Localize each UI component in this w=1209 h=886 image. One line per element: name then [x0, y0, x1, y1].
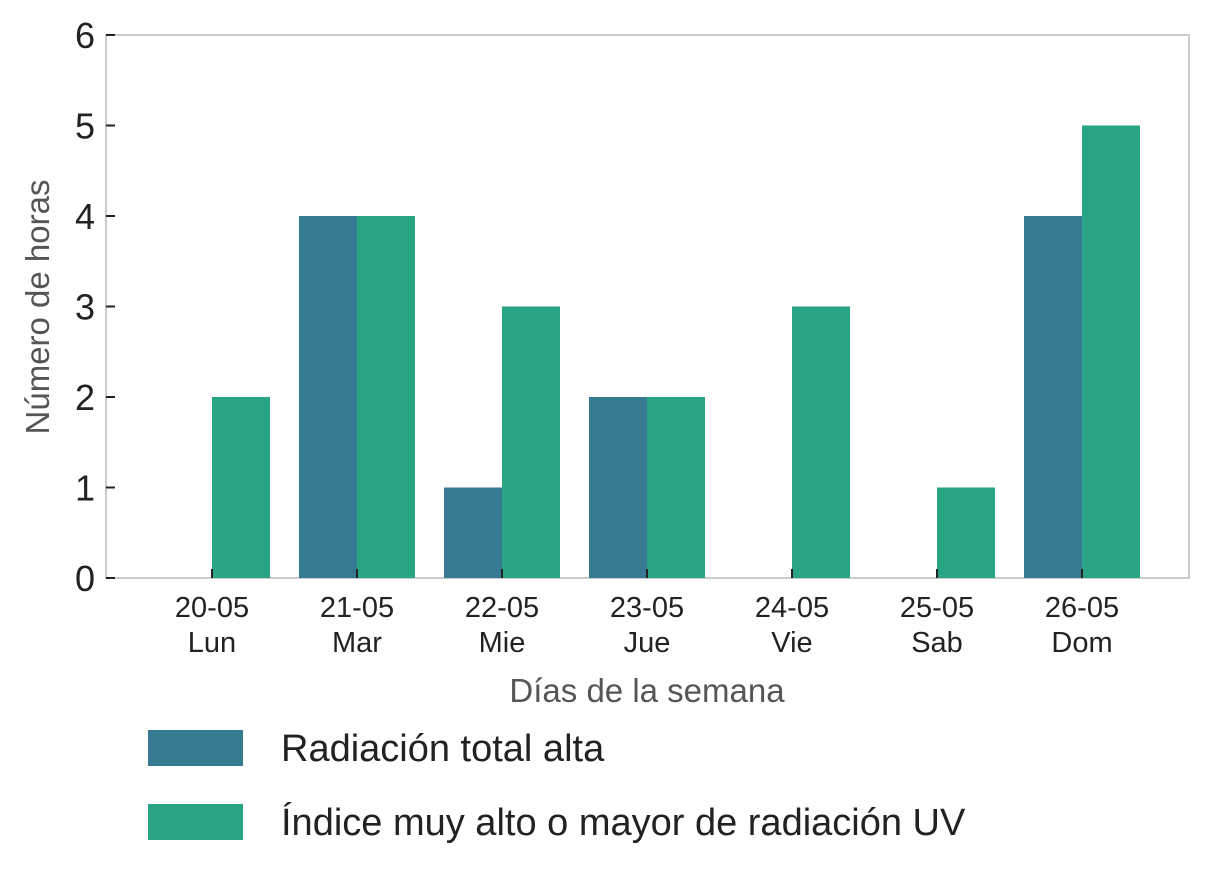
x-tick-label-date: 25-05 — [900, 592, 974, 624]
bar-indice-uv-22-05 — [502, 306, 560, 578]
x-tick-label-day: Sab — [911, 627, 963, 659]
bar-radiacion-total-22-05 — [444, 487, 502, 578]
x-tick-label-day: Jue — [624, 627, 671, 659]
bar-radiacion-total-21-05 — [299, 216, 357, 578]
x-tick-label-date: 20-05 — [175, 592, 249, 624]
y-tick-label: 2 — [75, 377, 95, 418]
legend-swatch — [148, 804, 243, 840]
x-tick-label-day: Vie — [771, 627, 812, 659]
legend: Radiación total alta Índice muy alto o ma… — [148, 728, 966, 844]
legend-label: Índice muy alto o mayor de radiación UV — [281, 801, 966, 844]
bar-indice-uv-21-05 — [357, 216, 415, 578]
legend-swatch — [148, 730, 243, 766]
bar-indice-uv-20-05 — [212, 397, 270, 578]
y-tick-label: 5 — [75, 106, 95, 147]
x-tick-label-date: 22-05 — [465, 592, 539, 624]
bar-indice-uv-25-05 — [937, 487, 995, 578]
y-axis-title: Número de horas — [19, 180, 56, 435]
x-axis-title: Días de la semana — [509, 672, 785, 709]
x-tick-label-date: 21-05 — [320, 592, 394, 624]
bar-indice-uv-24-05 — [792, 306, 850, 578]
x-tick-label-day: Dom — [1051, 627, 1112, 659]
x-tick-label-day: Mar — [332, 627, 382, 659]
bar-radiacion-total-23-05 — [589, 397, 647, 578]
y-tick-label: 4 — [75, 196, 95, 237]
bar-indice-uv-26-05 — [1082, 125, 1140, 578]
x-tick-label-date: 26-05 — [1045, 592, 1119, 624]
x-tick-label-date: 24-05 — [755, 592, 829, 624]
x-tick-label-day: Mie — [479, 627, 526, 659]
bar-radiacion-total-26-05 — [1024, 216, 1082, 578]
x-tick-label-day: Lun — [188, 627, 236, 659]
y-tick-label: 3 — [75, 287, 95, 328]
y-tick-label: 1 — [75, 468, 95, 509]
legend-label: Radiación total alta — [281, 728, 605, 770]
y-tick-label: 6 — [75, 15, 95, 56]
y-tick-label: 0 — [75, 558, 95, 599]
bar-indice-uv-23-05 — [647, 397, 705, 578]
x-tick-label-date: 23-05 — [610, 592, 684, 624]
